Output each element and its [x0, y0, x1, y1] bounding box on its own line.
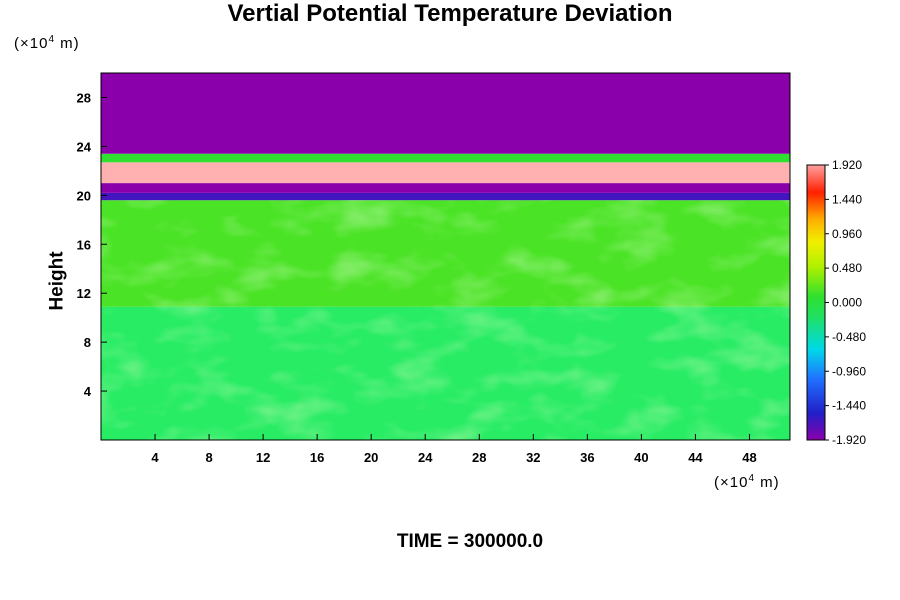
field-layer-2: [101, 192, 790, 201]
time-label: TIME = 300000.0: [396, 531, 544, 552]
colorbar-tick-label: 0.960: [832, 227, 862, 241]
x-axis-unit: (×104 m): [714, 473, 780, 491]
x-tick-label: 12: [256, 450, 270, 465]
colorbar-tick-label: -0.480: [832, 330, 866, 344]
x-tick-label: 44: [688, 450, 703, 465]
colorbar-tick-label: 1.920: [832, 158, 862, 172]
field-layer-4: [101, 162, 790, 184]
colorbar-tick-label: 0.000: [832, 296, 862, 310]
turbulence-texture: [101, 200, 790, 440]
x-tick-label: 36: [580, 450, 594, 465]
colorbar-tick-label: -1.920: [832, 433, 866, 447]
colorbar-tick-label: -0.960: [832, 364, 866, 378]
y-tick-label: 24: [77, 139, 92, 154]
y-tick-label: 20: [77, 188, 91, 203]
x-tick-label: 20: [364, 450, 378, 465]
field-layer-3: [101, 183, 790, 193]
colorbar: [806, 164, 826, 441]
plot-frame: [100, 72, 791, 441]
chart-title: Vertial Potential Temperature Deviation: [227, 0, 673, 27]
y-tick-label: 12: [77, 286, 91, 301]
colorbar-tick-label: -1.440: [832, 399, 866, 413]
x-tick-label: 24: [418, 450, 433, 465]
x-tick-label: 4: [151, 450, 159, 465]
y-tick-label: 8: [84, 335, 91, 350]
x-tick-label: 48: [742, 450, 756, 465]
y-axis-unit: (×104 m): [14, 34, 80, 52]
x-tick-label: 16: [310, 450, 324, 465]
x-tick-label: 40: [634, 450, 648, 465]
y-tick-label: 4: [84, 384, 92, 399]
y-tick-label: 28: [77, 90, 91, 105]
x-tick-label: 8: [205, 450, 212, 465]
colorbar-tick-label: 1.440: [832, 192, 862, 206]
x-tick-label: 28: [472, 450, 486, 465]
field-layer-5: [101, 153, 790, 163]
colorbar-tick-label: 0.480: [832, 261, 862, 275]
field-layer-6: [101, 73, 790, 154]
x-tick-label: 32: [526, 450, 540, 465]
y-tick-label: 16: [77, 237, 91, 252]
